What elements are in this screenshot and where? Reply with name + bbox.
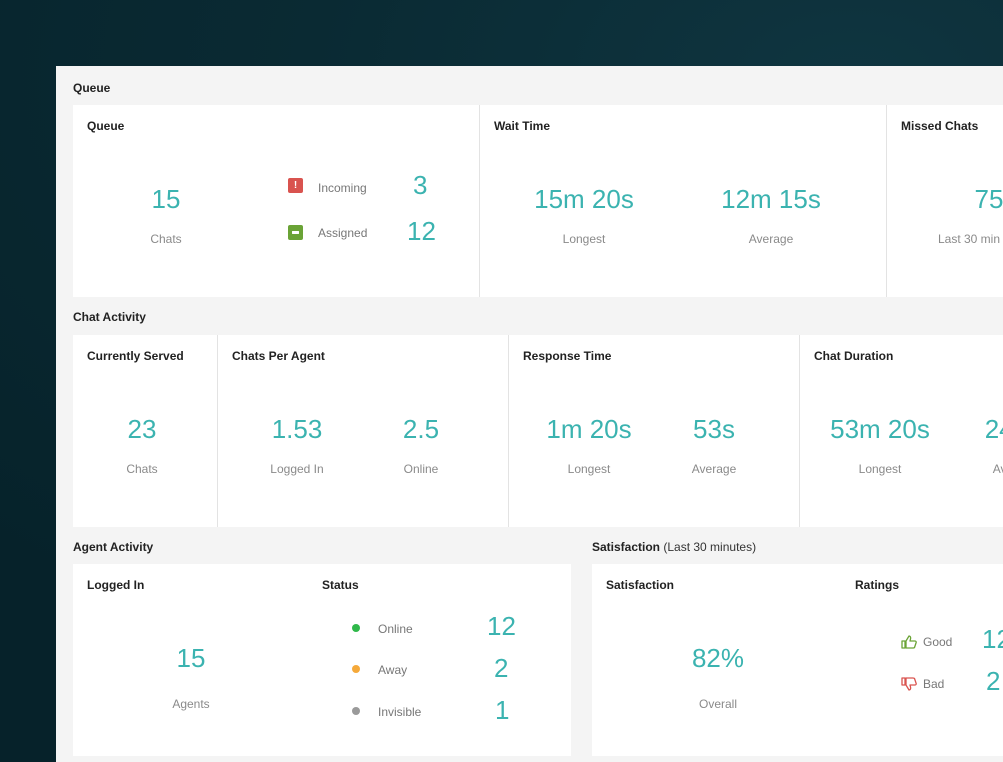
satisfaction-title-period: (Last 30 minutes) [663, 540, 757, 554]
divider [886, 105, 887, 297]
wait-average-label: Average [748, 232, 794, 246]
status-away-value: 2 [494, 653, 509, 683]
rating-good-label: Good [923, 635, 953, 649]
queue-total-value: 15 [151, 184, 181, 214]
satisfaction-title: Satisfaction [592, 540, 661, 554]
away-dot-icon [352, 665, 360, 673]
agent-activity-card: Logged In 15 Agents Status Online 12 Awa… [73, 564, 571, 756]
duration-longest-label: Longest [858, 462, 902, 476]
divider [217, 335, 218, 527]
response-average-label: Average [691, 462, 737, 476]
response-longest-value: 1m 20s [546, 414, 632, 444]
missed-chats-sub: Last 30 min [937, 232, 1001, 246]
logged-in-ratio-value: 1.53 [271, 414, 323, 444]
status-invisible-value: 1 [495, 695, 510, 725]
duration-longest-value: 53m 20s [830, 414, 930, 444]
currently-served-card: Currently Served 23 Chats [73, 335, 217, 527]
satisfaction-label: Satisfaction [606, 578, 675, 592]
logged-in-label: Logged In [87, 578, 145, 592]
response-longest-label: Longest [567, 462, 611, 476]
invisible-dot-icon [352, 707, 360, 715]
queue-section-title: Queue [73, 81, 111, 95]
duration-average-value: 24m [984, 414, 1003, 444]
response-time-card: Response Time 1m 20s Longest 53s Average [509, 335, 799, 527]
duration-average-label: Ave [992, 462, 1003, 476]
incoming-value: 3 [413, 170, 428, 200]
chats-per-agent-label: Chats Per Agent [232, 349, 325, 363]
assigned-label: Assigned [318, 226, 368, 240]
incoming-label: Incoming [318, 181, 367, 195]
ratings-label: Ratings [855, 578, 900, 592]
response-average-value: 53s [693, 414, 735, 444]
wait-time-label: Wait Time [494, 119, 551, 133]
chat-duration-card: Chat Duration 53m 20s Longest 24m Ave [800, 335, 1003, 527]
rating-bad-label: Bad [923, 677, 945, 691]
status-online-value: 12 [487, 611, 516, 641]
rating-good-value: 12 [982, 624, 1003, 654]
online-dot-icon [352, 624, 360, 632]
divider [799, 335, 800, 527]
wait-time-card: Wait Time 15m 20s Longest 12m 15s Averag… [480, 105, 886, 297]
missed-chats-card: Missed Chats 75 Last 30 min [887, 105, 1003, 297]
currently-served-label: Currently Served [87, 349, 184, 363]
assigned-value: 12 [407, 216, 436, 246]
response-time-label: Response Time [523, 349, 612, 363]
online-ratio-label: Online [403, 462, 439, 476]
chat-duration-label: Chat Duration [814, 349, 894, 363]
wait-longest-label: Longest [562, 232, 606, 246]
online-ratio-value: 2.5 [402, 414, 440, 444]
status-online-label: Online [378, 622, 413, 636]
agent-activity-section-title: Agent Activity [73, 540, 154, 554]
chat-activity-row: Currently Served 23 Chats Chats Per Agen… [73, 335, 1003, 527]
divider [479, 105, 480, 297]
rating-bad-value: 2 [986, 666, 1001, 696]
alert-icon: ! [288, 178, 303, 193]
currently-served-sub: Chats [126, 462, 158, 476]
chats-per-agent-card: Chats Per Agent 1.53 Logged In 2.5 Onlin… [218, 335, 508, 527]
missed-chats-value: 75 [974, 184, 1003, 214]
queue-total-label: Chats [150, 232, 182, 246]
satisfaction-overall-label: Overall [698, 697, 738, 711]
satisfaction-overall-value: 82% [691, 643, 745, 673]
wait-longest-value: 15m 20s [534, 184, 634, 214]
chat-activity-section-title: Chat Activity [73, 310, 146, 324]
dashboard-panel: Queue Queue 15 Chats ! Incoming 3 Assign… [56, 66, 1003, 762]
status-invisible-label: Invisible [378, 705, 422, 719]
divider [508, 335, 509, 527]
wait-average-value: 12m 15s [721, 184, 821, 214]
currently-served-value: 23 [127, 414, 157, 444]
logged-in-ratio-label: Logged In [270, 462, 324, 476]
missed-chats-label: Missed Chats [901, 119, 979, 133]
thumbs-up-icon [901, 635, 917, 649]
queue-card-label: Queue [87, 119, 125, 133]
chat-bubble-icon [288, 225, 303, 240]
status-label: Status [322, 578, 359, 592]
status-away-label: Away [378, 663, 408, 677]
satisfaction-section-title: Satisfaction (Last 30 minutes) [592, 540, 756, 554]
thumbs-down-icon [901, 677, 917, 691]
queue-row: Queue 15 Chats ! Incoming 3 Assigned 12 … [73, 105, 1003, 297]
logged-in-agents-label: Agents [172, 697, 210, 711]
logged-in-agents-value: 15 [176, 643, 206, 673]
satisfaction-card: Satisfaction 82% Overall Ratings Good 12… [592, 564, 1003, 756]
